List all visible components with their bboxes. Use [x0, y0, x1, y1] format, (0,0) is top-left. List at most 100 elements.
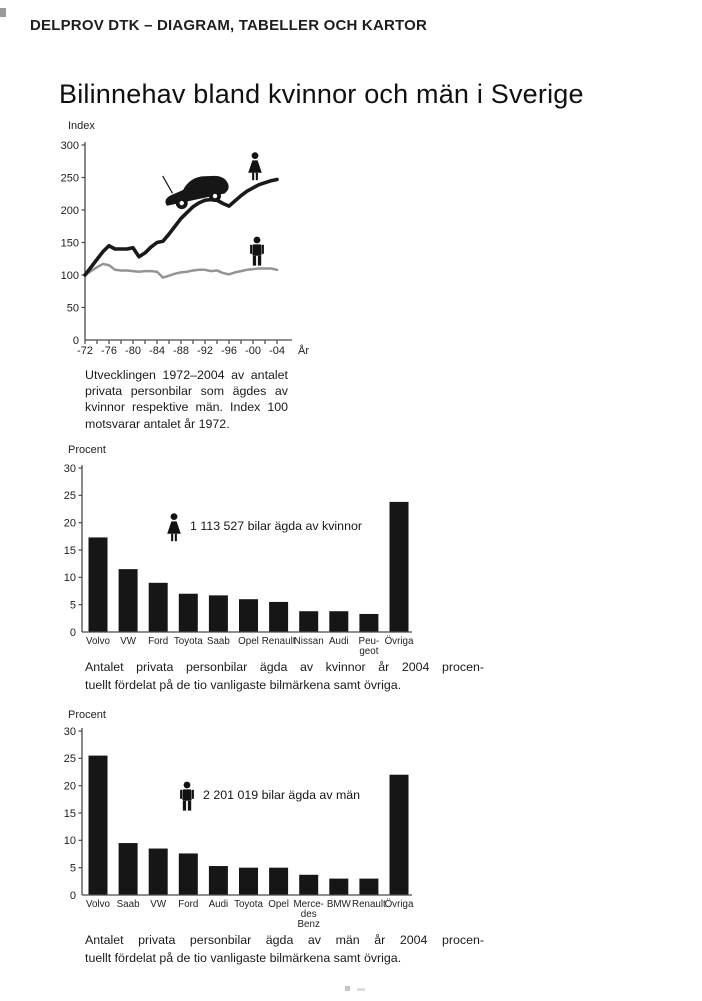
svg-text:150: 150: [61, 237, 79, 249]
bar-toyota: [178, 593, 198, 632]
svg-text:200: 200: [61, 205, 79, 217]
bar-renault: [269, 601, 289, 632]
svg-text:Merce-: Merce-: [293, 899, 323, 910]
bar-vw: [148, 848, 168, 895]
svg-text:20: 20: [64, 517, 76, 529]
bar-audi: [208, 866, 228, 895]
bar-women-y-unit: Procent: [68, 444, 106, 456]
caption-line: motsvarar antalet år 1972.: [85, 416, 230, 431]
svg-text:50: 50: [67, 302, 79, 314]
svg-text:Saab: Saab: [207, 636, 230, 647]
series-kvinnor: [83, 177, 279, 277]
svg-text:Volvo: Volvo: [86, 636, 111, 647]
svg-text:Toyota: Toyota: [174, 636, 203, 647]
bar-ford: [178, 853, 198, 895]
bar-women-caption: Antalet privata personbilar ägda av kvin…: [85, 658, 484, 694]
svg-text:geot: geot: [359, 646, 378, 657]
svg-text:VW: VW: [150, 899, 167, 910]
svg-text:Renault: Renault: [262, 636, 296, 647]
svg-text:Volvo: Volvo: [86, 899, 111, 910]
bar-audi: [329, 611, 349, 632]
svg-text:-88: -88: [173, 345, 189, 357]
caption-line: privata personbilar som ägdes av: [85, 384, 288, 399]
bar-women-svg: 0 5 10 15 20 25 30 Volvo VW Ford Toyota Saab Opel Ren…: [64, 463, 414, 657]
annotation-men: 2 201 019 bilar ägda av män: [178, 778, 360, 812]
caption-line: kvinnor respektive män. Index 100: [85, 400, 288, 415]
svg-text:-72: -72: [77, 345, 93, 357]
bar-renault: [359, 878, 379, 895]
bar-men-y-unit: Procent: [68, 709, 106, 721]
svg-text:-92: -92: [197, 345, 213, 357]
svg-text:Ford: Ford: [178, 899, 198, 910]
svg-text:des: des: [301, 909, 317, 920]
bar-vw: [118, 569, 138, 632]
svg-text:Opel: Opel: [238, 636, 259, 647]
svg-text:-00: -00: [245, 345, 261, 357]
bar-vriga: [389, 501, 409, 632]
svg-text:5: 5: [70, 599, 76, 611]
svg-text:30: 30: [64, 463, 76, 475]
bar-merce: [299, 874, 319, 895]
svg-text:20: 20: [64, 780, 76, 792]
svg-text:Audi: Audi: [329, 636, 349, 647]
woman-icon: [248, 152, 262, 181]
svg-text:10: 10: [64, 572, 76, 584]
svg-text:30: 30: [64, 726, 76, 738]
bar-opel: [239, 599, 258, 632]
man-icon: [180, 781, 194, 811]
bar-bmw: [329, 878, 349, 895]
svg-text:15: 15: [64, 808, 76, 820]
svg-text:0: 0: [70, 890, 76, 902]
svg-text:-84: -84: [149, 345, 165, 357]
line-chart-caption: Utvecklingen 1972–2004 av antalet privat…: [85, 367, 288, 432]
svg-text:0: 0: [73, 335, 79, 347]
svg-text:Övriga: Övriga: [385, 636, 414, 647]
man-icon: [250, 236, 264, 266]
svg-text:Benz: Benz: [298, 919, 320, 930]
svg-text:15: 15: [64, 545, 76, 557]
bar-opel: [269, 867, 289, 895]
svg-text:Nissan: Nissan: [294, 636, 324, 647]
line-chart-y-unit: Index: [68, 120, 95, 132]
document-header: DELPROV DTK – DIAGRAM, TABELLER OCH KART…: [30, 17, 428, 34]
bar-men-svg: 0 5 10 15 20 25 30 Volvo Saab VW Ford Audi Toyota Ope…: [64, 726, 414, 930]
caption-line: Antalet privata personbilar ägda av kvin…: [85, 660, 484, 674]
svg-text:25: 25: [64, 490, 76, 502]
svg-text:Opel: Opel: [268, 899, 289, 910]
svg-text:25: 25: [64, 753, 76, 765]
woman-icon: [167, 513, 181, 542]
page-title: Bilinnehav bland kvinnor och män i Sveri…: [59, 79, 584, 109]
series-män: [83, 262, 279, 279]
svg-text:100: 100: [61, 270, 79, 282]
svg-text:VW: VW: [120, 636, 137, 647]
bar-vriga: [389, 774, 409, 895]
svg-text:BMW: BMW: [327, 899, 352, 910]
car-icon: [162, 175, 229, 210]
bar-peu: [359, 613, 379, 632]
svg-text:Renault: Renault: [352, 899, 386, 910]
svg-text:-04: -04: [269, 345, 285, 357]
svg-text:-76: -76: [101, 345, 117, 357]
svg-text:-96: -96: [221, 345, 237, 357]
caption-line: tuellt fördelat på de tio vanligaste bil…: [85, 678, 402, 693]
caption-line: tuellt fördelat på de tio vanligaste bil…: [85, 951, 402, 966]
svg-text:250: 250: [61, 172, 79, 184]
svg-text:Saab: Saab: [117, 899, 140, 910]
svg-text:Peu-: Peu-: [359, 636, 380, 647]
svg-text:Ford: Ford: [148, 636, 168, 647]
svg-text:5: 5: [70, 862, 76, 874]
bar-saab: [208, 595, 228, 632]
svg-text:Toyota: Toyota: [234, 899, 263, 910]
bar-nissan: [299, 611, 319, 632]
annotation-women-text: 1 113 527 bilar ägda av kvinnor: [190, 519, 362, 533]
svg-text:-80: -80: [125, 345, 141, 357]
svg-text:År: År: [298, 344, 309, 357]
annotation-men-text: 2 201 019 bilar ägda av män: [203, 788, 361, 802]
caption-line: Antalet privata personbilar ägda av män …: [85, 933, 484, 947]
page-number-mark: [357, 988, 365, 991]
bar-ford: [148, 582, 168, 632]
bar-toyota: [239, 867, 258, 895]
caption-line: Utvecklingen 1972–2004 av antalet: [85, 368, 288, 382]
